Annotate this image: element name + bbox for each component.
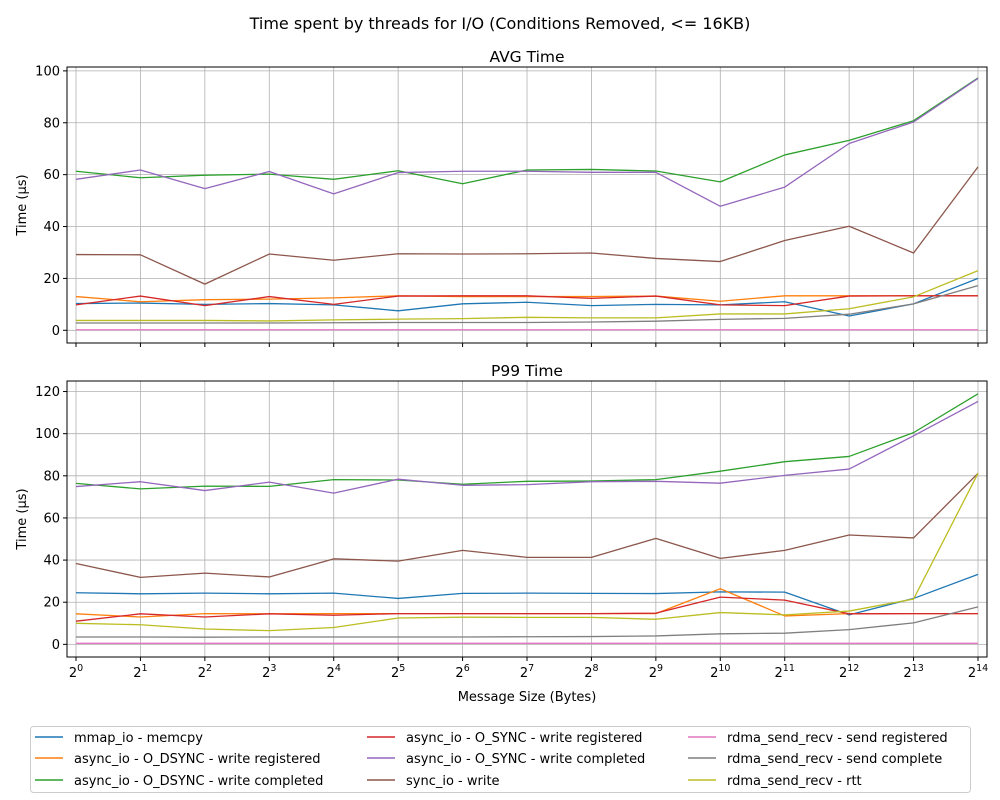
series-line xyxy=(75,166,979,285)
y-tick-label: 20 xyxy=(43,272,60,287)
panel-title: P99 Time xyxy=(491,362,563,380)
legend-label: mmap_io - memcpy xyxy=(74,731,203,746)
legend-label: async_io - O_SYNC - write registered xyxy=(406,731,642,746)
avg-time-panel: 0 20 40 60 80 100 AVG Time Time (µs) xyxy=(15,48,988,347)
legend-item: rdma_send_recv - send registered xyxy=(688,731,948,746)
series-line xyxy=(75,472,979,632)
panel-title: AVG Time xyxy=(489,48,564,66)
legend-box xyxy=(30,726,971,793)
legend-label: rdma_send_recv - rtt xyxy=(727,774,862,789)
series-lines xyxy=(75,77,979,331)
y-tick-label: 100 xyxy=(35,427,60,442)
x-axis: 20 21 22 23 24 25 26 27 28 29 210 211 212 213 214 xyxy=(69,657,988,681)
series-line xyxy=(75,472,979,579)
legend-item: async_io - O_SYNC - write registered xyxy=(367,731,642,746)
x-tick-label: 29 xyxy=(649,663,663,681)
y-tick-label: 0 xyxy=(52,324,60,339)
x-tick-label: 25 xyxy=(391,663,405,681)
series-line xyxy=(75,77,979,207)
legend-item: rdma_send_recv - send complete xyxy=(688,752,942,767)
legend-label: async_io - O_DSYNC - write registered xyxy=(74,752,320,767)
legend-item: sync_io - write xyxy=(367,774,500,789)
series-line xyxy=(76,606,979,638)
series-line xyxy=(76,285,979,324)
series-line xyxy=(76,270,979,322)
series-line xyxy=(75,277,979,317)
y-tick-label: 100 xyxy=(35,64,60,79)
legend-item: async_io - O_SYNC - write completed xyxy=(367,752,645,767)
y-tick-label: 60 xyxy=(43,511,60,526)
x-tick-label: 26 xyxy=(455,663,469,681)
legend-label: async_io - O_SYNC - write completed xyxy=(406,752,645,767)
x-tick-label: 22 xyxy=(198,663,212,681)
series-line xyxy=(75,295,978,307)
legend-item: async_io - O_DSYNC - write registered xyxy=(35,752,320,767)
y-tick-label: 60 xyxy=(43,168,60,183)
y-axis-label: Time (µs) xyxy=(15,488,30,550)
legend-item: mmap_io - memcpy xyxy=(35,731,203,746)
legend-label: sync_io - write xyxy=(406,774,500,789)
legend-label: rdma_send_recv - send registered xyxy=(727,731,948,746)
x-tick-label: 210 xyxy=(710,663,730,681)
x-tick-label: 211 xyxy=(775,663,795,681)
y-tick-label: 0 xyxy=(52,638,60,653)
series-line xyxy=(75,393,979,490)
grid xyxy=(67,381,987,657)
legend-label: rdma_send_recv - send complete xyxy=(727,752,942,767)
x-tick-label: 214 xyxy=(968,663,988,681)
series-line xyxy=(75,400,979,494)
y-tick-label: 80 xyxy=(43,116,60,131)
y-tick-label: 120 xyxy=(35,385,60,400)
x-axis-label: Message Size (Bytes) xyxy=(458,690,597,705)
x-tick-label: 23 xyxy=(262,663,276,681)
y-tick-label: 40 xyxy=(43,220,60,235)
grid xyxy=(67,67,987,343)
x-tick-label: 212 xyxy=(839,663,859,681)
x-tick-label: 20 xyxy=(69,663,83,681)
series-line xyxy=(75,573,979,616)
y-axis-label: Time (µs) xyxy=(15,174,30,236)
y-tick-label: 20 xyxy=(43,596,60,611)
series-lines xyxy=(75,393,979,644)
x-tick-label: 27 xyxy=(520,663,534,681)
legend-item: async_io - O_DSYNC - write completed xyxy=(35,774,323,789)
x-tick-label: 24 xyxy=(327,663,341,681)
series-line xyxy=(75,596,978,622)
x-tick-label: 28 xyxy=(584,663,598,681)
series-line xyxy=(75,77,979,185)
legend-item: rdma_send_recv - rtt xyxy=(688,774,862,789)
series-line xyxy=(75,295,978,303)
legend: mmap_io - memcpy async_io - O_DSYNC - wri… xyxy=(30,726,971,793)
x-tick-label: 21 xyxy=(133,663,147,681)
y-axis: 0 20 40 60 80 100 xyxy=(35,64,67,339)
p99-time-panel: 0 20 40 60 80 100 120 20 21 22 23 24 25 26 27 28 29 210 21… xyxy=(15,362,988,705)
x-axis xyxy=(75,343,979,347)
x-tick-label: 213 xyxy=(903,663,923,681)
y-axis: 0 20 40 60 80 100 120 xyxy=(35,385,67,653)
legend-label: async_io - O_DSYNC - write completed xyxy=(74,774,323,789)
y-tick-label: 80 xyxy=(43,469,60,484)
figure-suptitle: Time spent by threads for I/O (Condition… xyxy=(249,14,751,33)
y-tick-label: 40 xyxy=(43,554,60,569)
